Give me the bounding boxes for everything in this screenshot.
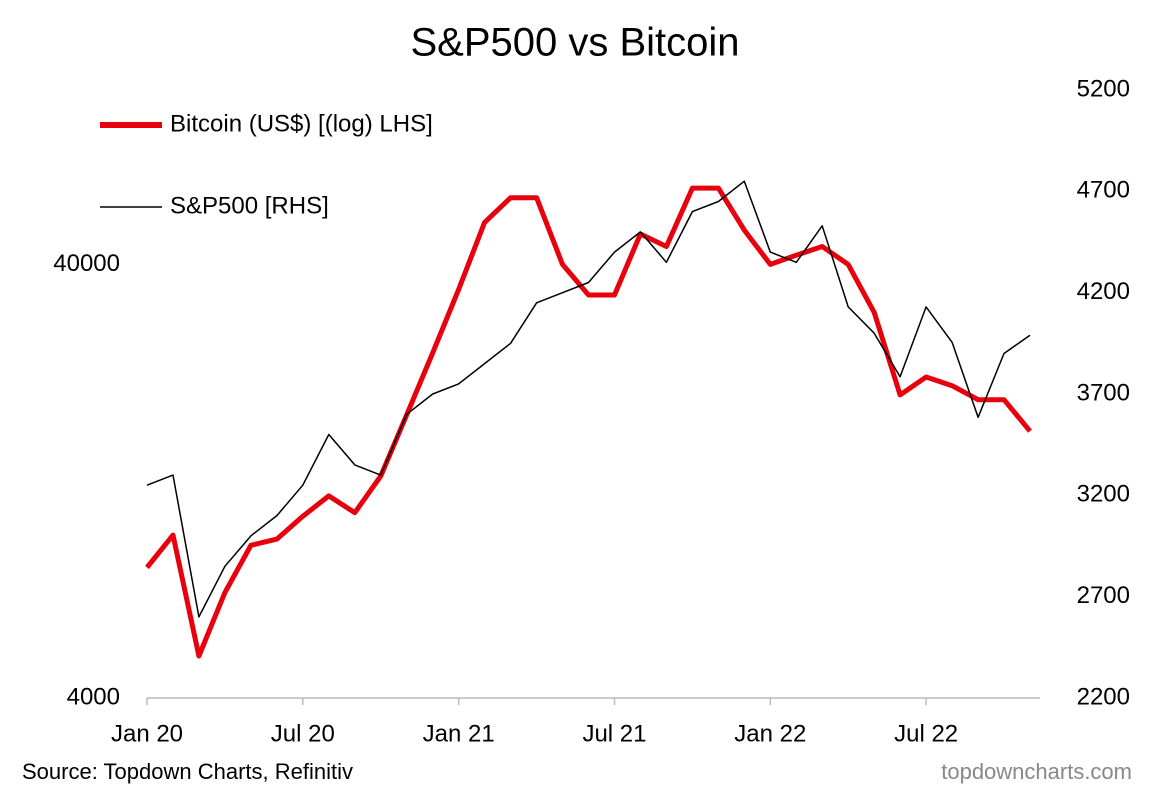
source: Source: Topdown Charts, Refinitiv	[22, 759, 353, 784]
x-tick-label: Jul 20	[271, 720, 335, 747]
series-line	[145, 185, 1032, 659]
series-line	[146, 180, 1031, 618]
x-tick-label: Jan 22	[734, 720, 806, 747]
x-tick-label: Jul 21	[582, 720, 646, 747]
y-tick-label: 40000	[53, 250, 120, 277]
x-tick-label: Jan 21	[423, 720, 495, 747]
watermark: topdowncharts.com	[941, 759, 1132, 784]
x-tick-label: Jul 22	[894, 720, 958, 747]
y2-tick-label: 2700	[1077, 582, 1130, 609]
legend-label: Bitcoin (US$) [(log) LHS]	[170, 110, 433, 137]
y2-tick-label: 4700	[1077, 177, 1130, 204]
y2-tick-label: 3700	[1077, 379, 1130, 406]
y2-tick-label: 4200	[1077, 278, 1130, 305]
chart-title: S&P500 vs Bitcoin	[410, 21, 739, 65]
y2-tick-label: 5200	[1077, 75, 1130, 102]
y2-tick-label: 3200	[1077, 481, 1130, 508]
x-tick-label: Jan 20	[111, 720, 183, 747]
y-tick-label: 4000	[67, 683, 120, 710]
legend-label: S&P500 [RHS]	[170, 192, 329, 219]
y2-tick-label: 2200	[1077, 683, 1130, 710]
